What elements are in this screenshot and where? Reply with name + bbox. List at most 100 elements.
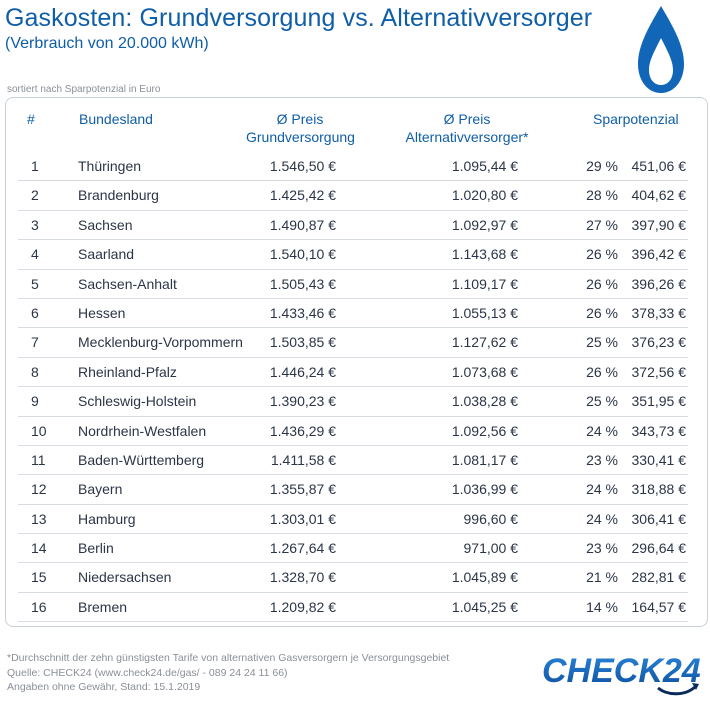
row-spar-eur: 396,26 € [631,275,687,292]
row-preis-grund: 1.436,29 € [269,422,336,439]
row-rank: 12 [31,481,47,498]
row-spar-pct: 26 % [586,246,618,263]
col-header-alt: Ø Preis Alternativversorger* [405,110,529,146]
row-bundesland: Saarland [78,246,135,263]
row-preis-alt: 1.095,44 € [451,158,518,174]
row-spar-pct: 29 % [586,158,618,174]
row-spar-eur: 296,64 € [631,540,687,557]
row-spar-pct: 26 % [586,304,618,321]
table-row: 12 Bayern 1.355,87 € 1.036,99 € 24 % 318,88 € [18,475,688,505]
row-bundesland: Bayern [78,481,123,498]
row-preis-alt: 1.020,80 € [451,187,518,204]
footnote: *Durchschnitt der zehn günstigsten Tarif… [7,652,450,664]
table-row: 8 Rheinland-Pfalz 1.446,24 € 1.073,68 € 26 %… [18,358,688,388]
table-row: 9 Schleswig-Holstein 1.390,23 € 1.038,28 € 2… [18,387,688,417]
row-preis-grund: 1.267,64 € [269,540,336,557]
flame-icon [638,6,684,93]
row-preis-grund: 1.446,24 € [269,363,336,380]
check24-logo: CHECK24 [542,652,701,696]
row-bundesland: Brandenburg [78,187,159,204]
row-spar-pct: 23 % [586,540,618,557]
row-bundesland: Hessen [78,304,126,321]
row-spar-pct: 26 % [586,275,618,292]
row-preis-alt: 1.045,25 € [451,598,518,615]
table-row: 13 Hamburg 1.303,01 € 996,60 € 24 % 306,41 € [18,505,688,535]
row-spar-pct: 24 % [586,481,618,498]
row-bundesland: Hamburg [78,510,136,527]
row-spar-eur: 378,33 € [631,304,687,321]
row-rank: 6 [31,304,39,321]
row-spar-eur: 318,88 € [631,481,687,498]
row-preis-alt: 1.143,68 € [451,246,518,263]
row-bundesland: Mecklenburg-Vorpommern [78,334,243,351]
col-header-grund-line1: Ø Preis [276,111,324,127]
row-preis-grund: 1.505,43 € [269,275,336,292]
row-rank: 16 [31,598,47,615]
row-spar-eur: 451,06 € [631,158,687,174]
row-rank: 8 [31,363,39,380]
row-bundesland: Bremen [78,598,128,615]
col-header-grund: Ø Preis Grundversorgung [246,110,355,146]
table-body: 1 Thüringen 1.546,50 € 1.095,44 € 29 % 451,06… [18,152,688,623]
row-bundesland: Sachsen [78,216,133,233]
table-row: 6 Hessen 1.433,46 € 1.055,13 € 26 % 378,33 € [18,299,688,329]
row-bundesland: Niedersachsen [78,569,172,586]
row-preis-alt: 1.092,97 € [451,216,518,233]
row-spar-pct: 28 % [586,187,618,204]
row-rank: 2 [31,187,39,204]
sort-note: sortiert nach Sparpotenzial in Euro [7,84,161,95]
row-bundesland: Nordrhein-Westfalen [78,422,207,439]
row-preis-alt: 1.038,28 € [451,393,518,410]
table-row: 15 Niedersachsen 1.328,70 € 1.045,89 € 21 % 2… [18,563,688,593]
row-preis-alt: 971,00 € [463,540,519,557]
table-row: 5 Sachsen-Anhalt 1.505,43 € 1.109,17 € 26 % 3… [18,270,688,299]
table-row: 4 Saarland 1.540,10 € 1.143,68 € 26 % 396,42 … [18,240,688,270]
row-spar-eur: 306,41 € [631,510,687,527]
table-row: 16 Bremen 1.209,82 € 1.045,25 € 14 % 164,57 € [18,593,688,623]
row-spar-eur: 351,95 € [631,393,687,410]
row-spar-pct: 24 % [586,510,618,527]
row-spar-pct: 25 % [586,334,618,351]
row-bundesland: Baden-Württemberg [78,451,205,468]
row-preis-alt: 996,60 € [463,510,519,527]
row-bundesland: Schleswig-Holstein [78,393,197,410]
row-preis-grund: 1.355,87 € [269,481,336,498]
col-header-alt-line1: Ø Preis [443,111,491,127]
row-preis-grund: 1.411,58 € [270,451,336,468]
row-preis-alt: 1.092,56 € [451,422,518,439]
page-subtitle: (Verbrauch von 20.000 kWh) [5,35,209,52]
row-spar-pct: 21 % [586,569,618,586]
col-header-alt-line2: Alternativversorger* [405,129,529,145]
row-spar-eur: 372,56 € [631,363,687,380]
row-rank: 10 [31,422,47,439]
row-preis-grund: 1.546,50 € [269,158,336,174]
row-spar-eur: 397,90 € [631,216,687,233]
row-rank: 7 [31,334,39,351]
disclaimer-line: Angaben ohne Gewähr, Stand: 15.1.2019 [7,681,201,693]
row-spar-eur: 396,42 € [631,246,687,263]
row-preis-alt: 1.055,13 € [451,304,518,321]
table-row: 2 Brandenburg 1.425,42 € 1.020,80 € 28 % 404,… [18,181,688,211]
row-rank: 3 [31,216,39,233]
row-spar-pct: 23 % [586,451,618,468]
table-row: 11 Baden-Württemberg 1.411,58 € 1.081,17 € 2… [18,446,688,476]
row-preis-grund: 1.503,85 € [269,334,336,351]
table-row: 7 Mecklenburg-Vorpommern 1.503,85 € 1.127,6… [18,328,688,358]
row-spar-eur: 282,81 € [631,569,687,586]
source-line: Quelle: CHECK24 (www.check24.de/gas/ - 0… [7,667,288,679]
row-spar-pct: 14 % [586,598,618,615]
row-preis-grund: 1.390,23 € [269,393,336,410]
logo-text: CHECK24 [542,652,701,690]
row-preis-grund: 1.433,46 € [269,304,336,321]
row-rank: 13 [31,510,47,527]
col-header-spar: Sparpotenzial [593,111,679,127]
row-preis-alt: 1.127,62 € [451,334,518,351]
col-header-num: # [27,111,35,127]
row-preis-alt: 1.109,17 € [451,275,518,292]
row-spar-eur: 404,62 € [631,187,687,204]
row-spar-pct: 27 % [586,216,618,233]
row-rank: 11 [31,451,46,468]
row-rank: 1 [31,158,39,174]
row-bundesland: Berlin [78,540,114,557]
row-rank: 5 [31,275,39,292]
